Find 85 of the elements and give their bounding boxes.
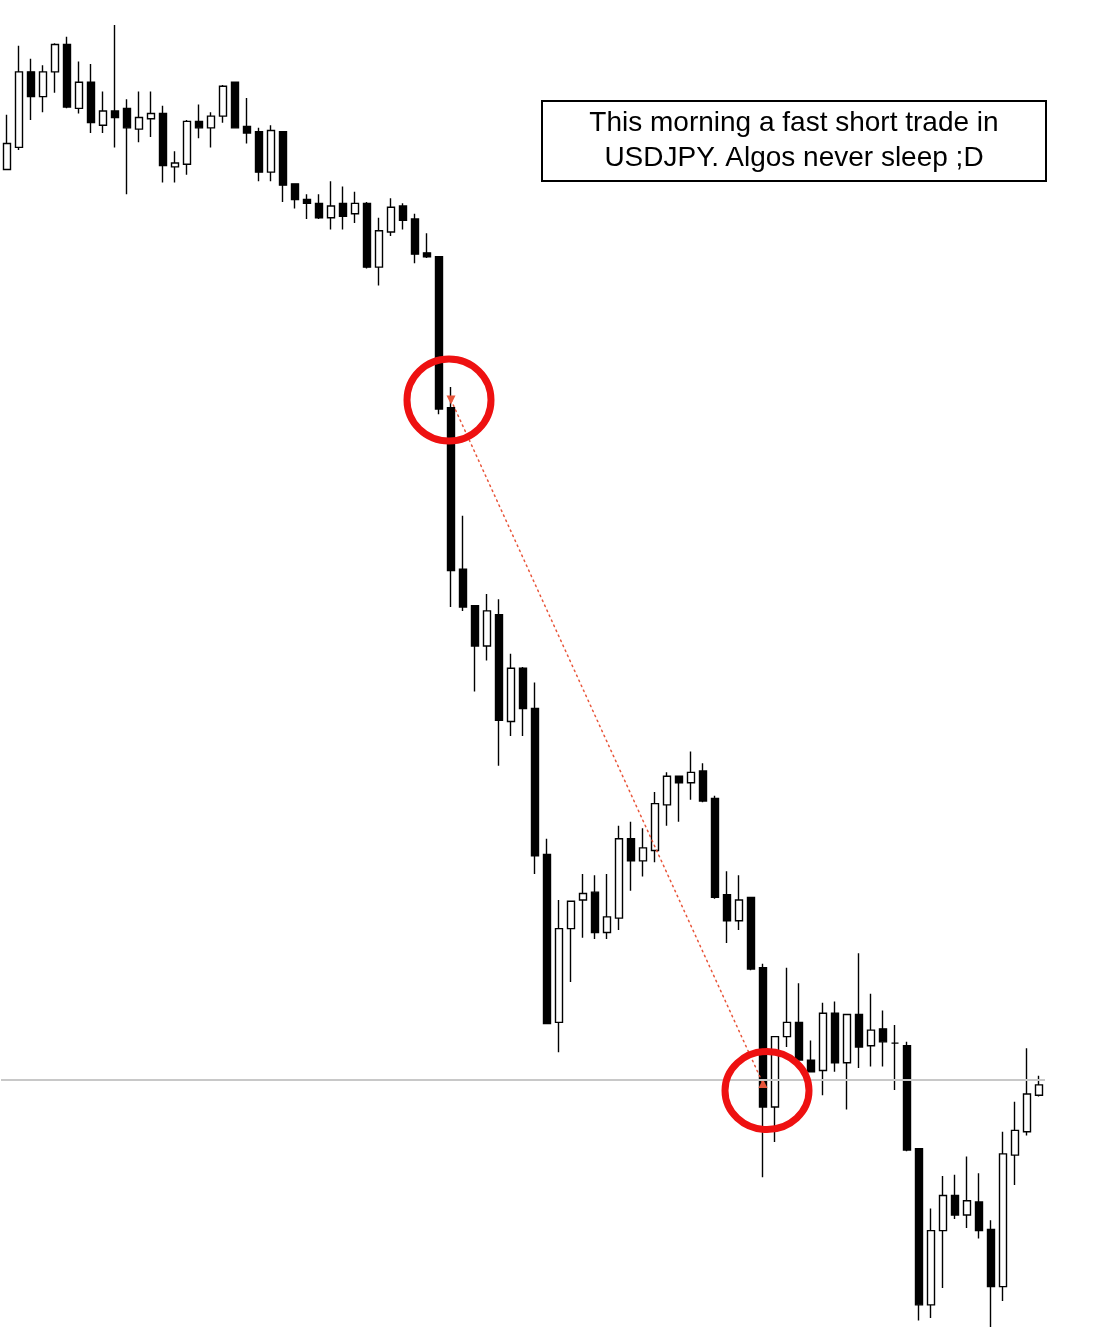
- candlestick: [878, 1009, 888, 1068]
- candlestick: [434, 256, 444, 415]
- candlestick: [422, 232, 432, 259]
- candlestick: [746, 896, 756, 971]
- candlestick: [338, 185, 348, 231]
- candlestick: [902, 1041, 912, 1152]
- candlestick: [218, 84, 228, 124]
- candlestick: [350, 190, 360, 224]
- candlestick: [866, 992, 876, 1068]
- candlestick: [602, 873, 612, 940]
- candlestick: [2, 114, 12, 171]
- candlestick: [914, 1147, 924, 1322]
- candlestick: [374, 217, 384, 287]
- candlestick: [146, 90, 156, 138]
- candlestick: [266, 124, 276, 182]
- candlestick: [98, 90, 108, 134]
- candlestick: [698, 762, 708, 803]
- candlestick: [494, 598, 504, 767]
- candlestick: [314, 193, 324, 220]
- candlestick: [830, 1000, 840, 1073]
- candlestick: [674, 775, 684, 823]
- candlestick: [362, 201, 372, 270]
- candlestick: [806, 1039, 816, 1073]
- candlestick: [650, 791, 660, 863]
- candlestick: [722, 870, 732, 944]
- candlestick: [194, 103, 204, 139]
- candlestick: [590, 874, 600, 940]
- candlestick: [578, 873, 588, 939]
- candlestick: [326, 180, 336, 231]
- candlestick: [14, 45, 24, 151]
- candlestick: [890, 1024, 900, 1091]
- candlestick: [26, 58, 36, 121]
- candlestick: [386, 197, 396, 237]
- candlestick: [842, 1013, 852, 1111]
- candlestick: [854, 952, 864, 1069]
- candlestick: [530, 681, 540, 875]
- candlestick: [278, 131, 288, 203]
- candlestick: [542, 838, 552, 1025]
- candlestick: [482, 593, 492, 662]
- candlestick: [254, 127, 264, 182]
- candlestick: [554, 899, 564, 1053]
- candlestick: [626, 821, 636, 892]
- candlestick: [122, 98, 132, 195]
- candlestick: [782, 966, 792, 1048]
- candlestick: [710, 795, 720, 900]
- candlestick: [290, 183, 300, 210]
- candlestick: [182, 119, 192, 176]
- candlestick: [794, 982, 804, 1061]
- candlestick: [662, 771, 672, 827]
- candlestick: [938, 1175, 948, 1289]
- candlestick: [74, 60, 84, 115]
- candlestick: [110, 24, 120, 149]
- candlestick: [638, 827, 648, 878]
- candlestick: [62, 36, 72, 110]
- candlestick: [1034, 1075, 1044, 1098]
- candlestick: [926, 1207, 936, 1319]
- candlestick: [470, 604, 480, 693]
- candlestick: [134, 90, 144, 143]
- candlestick: [566, 900, 576, 983]
- candlestick: [38, 64, 48, 113]
- candlestick: [170, 150, 180, 184]
- candlestick: [986, 1219, 996, 1328]
- candlestick: [506, 653, 516, 737]
- candlestick: [458, 515, 468, 612]
- candlestick: [398, 202, 408, 231]
- candlestick: [86, 63, 96, 134]
- candlestick: [1022, 1047, 1032, 1137]
- annotation: This morning a fast short trade in USDJPY. Algos never sleep ;D: [541, 100, 1047, 182]
- candlestick: [734, 874, 744, 931]
- candlestick: [518, 666, 528, 737]
- candlestick: [242, 97, 252, 145]
- candlestick: [158, 105, 168, 184]
- candlestick: [1010, 1101, 1020, 1186]
- candlestick: [962, 1155, 972, 1229]
- candlestick: [998, 1131, 1008, 1302]
- candlestick: [206, 111, 216, 149]
- candlestick: [410, 213, 420, 264]
- candlestick: [818, 1002, 828, 1096]
- candlestick: [686, 750, 696, 801]
- candlestick: [230, 81, 240, 129]
- candlestick: [302, 193, 312, 220]
- candlestick: [614, 825, 624, 931]
- candlestick: [950, 1173, 960, 1220]
- candlestick: [50, 42, 60, 94]
- candlestick: [974, 1172, 984, 1240]
